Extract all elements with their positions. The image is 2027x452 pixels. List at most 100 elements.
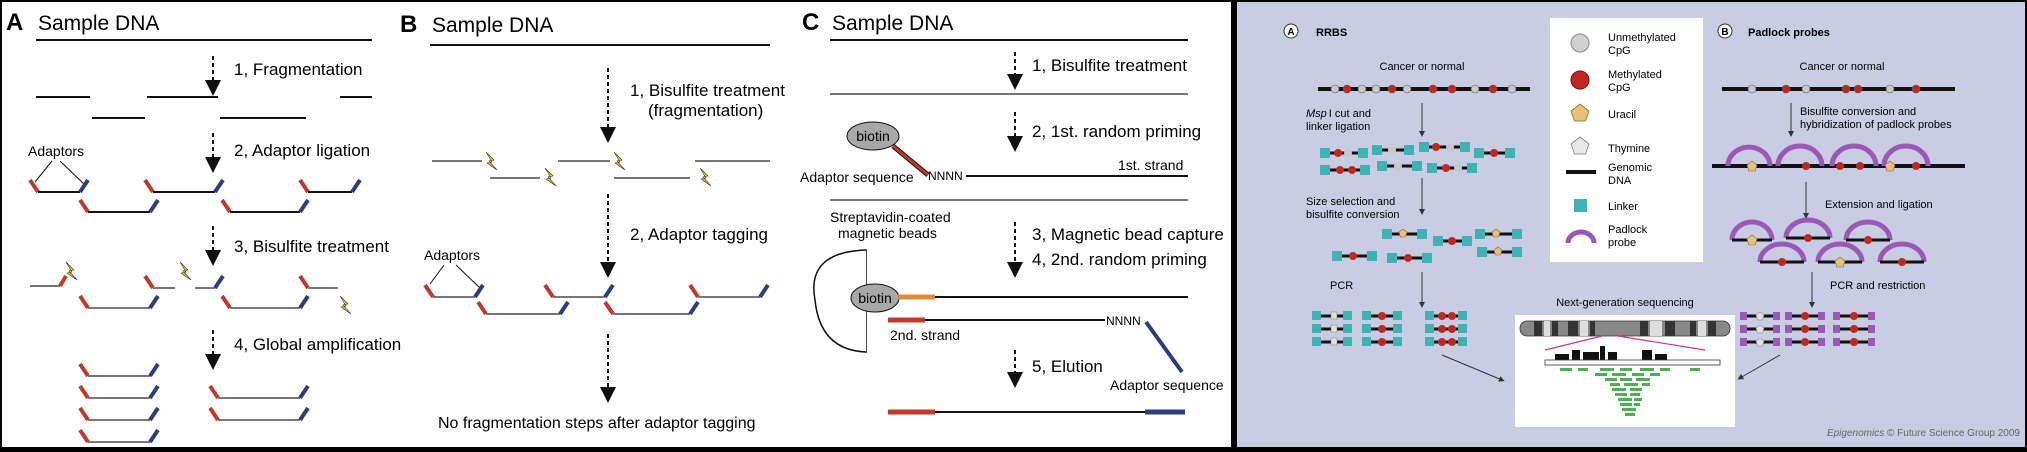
step-bisulfite-treatment: 3, Bisulfite treatment <box>234 237 389 256</box>
reference-track <box>1544 359 1721 366</box>
legend-label: DNA <box>1608 175 1632 187</box>
fragments <box>36 96 372 119</box>
second-strand-label: 2nd. strand <box>890 327 960 343</box>
cpg-row <box>1747 84 1921 94</box>
linker-fragments <box>1320 142 1515 175</box>
rrbs-pcr-label: PCR <box>1330 280 1353 292</box>
padlock-bisulfite-label: Bisulfite conversion and <box>1800 106 1916 118</box>
flow-arrow <box>1441 354 1505 382</box>
step-c-bead-capture: 3, Magnetic bead capture <box>1032 225 1224 244</box>
adaptor-sequence-label-2: Adaptor sequence <box>1110 377 1224 393</box>
beads-label: Streptavidin-coated <box>830 209 951 225</box>
biotin-label: biotin <box>856 128 889 144</box>
padlock-panel: B Padlock probes Cancer or normal Bisulf… <box>1712 23 1965 380</box>
bisulfite-conversion-label: bisulfite conversion <box>1306 209 1400 221</box>
legend-label: CpG <box>1608 45 1631 57</box>
extension-ligation-label: Extension and ligation <box>1825 199 1933 211</box>
panel-a-title: Sample DNA <box>38 12 159 35</box>
step-adaptor-ligation: 2, Adaptor ligation <box>234 141 370 160</box>
step-c-bisulfite: 1, Bisulfite treatment <box>1032 56 1187 75</box>
legend-label: Unmethylated <box>1608 32 1676 44</box>
step-adaptor-tagging: 2, Adaptor tagging <box>630 225 768 244</box>
step-fragmentation: 1, Fragmentation <box>234 60 363 79</box>
legend: Unmethylated CpG Methylated CpG Uracil T… <box>1550 18 1703 262</box>
sequence-track <box>1555 346 1667 360</box>
step-c-elution: 5, Elution <box>1032 357 1103 376</box>
padlock-cancer-label: Cancer or normal <box>1800 61 1885 73</box>
adaptor-sequence-label: Adaptor sequence <box>800 169 914 185</box>
legend-label: Methylated <box>1608 69 1662 81</box>
size-selection-label: Size selection and <box>1306 196 1395 208</box>
panel-c: C Sample DNA 1, Bisulfite treatment 2, 1… <box>800 9 1224 415</box>
linker-ligation-label: linker ligation <box>1306 121 1370 133</box>
hybridized-bases <box>1746 160 1920 172</box>
linker-icon <box>1574 199 1587 212</box>
step-bisulfite-fragmentation: 1, Bisulfite treatment <box>630 81 785 100</box>
legend-label: Genomic <box>1608 162 1653 174</box>
step-c-first-priming: 2, 1st. random priming <box>1032 122 1201 141</box>
circularized-probes <box>1729 217 1927 263</box>
pcr-restriction-label: PCR and restriction <box>1830 280 1925 292</box>
nnnn-label-2: NNNN <box>1106 314 1141 328</box>
bisulfite-bolt-icon <box>179 261 192 281</box>
padlock-probe-icon <box>1565 229 1597 244</box>
panel-b-title: Sample DNA <box>432 14 553 37</box>
circularized-bases <box>1746 234 1906 268</box>
ngs-label: Next-generation sequencing <box>1556 297 1694 309</box>
panel-c-title: Sample DNA <box>832 12 953 35</box>
restriction-products <box>1740 311 1875 347</box>
step-bisulfite-fragmentation-note: (fragmentation) <box>648 101 763 120</box>
padlock-title: Padlock probes <box>1748 27 1830 39</box>
thymine-icon <box>1570 136 1590 155</box>
unmethylated-cpg-icon <box>1570 33 1590 53</box>
beads-label-2: magnetic beads <box>838 225 937 241</box>
pcr-products <box>1312 311 1467 346</box>
bisulfite-bolt-icon <box>544 167 557 187</box>
bisulfite-fragments <box>30 261 352 315</box>
ligated-fragments <box>28 178 362 214</box>
biotin-label-2: biotin <box>858 290 891 306</box>
adaptors-label-b: Adaptors <box>424 247 480 263</box>
bisulfite-bolt-icon <box>65 261 78 281</box>
rrbs-letter: A <box>1287 27 1294 38</box>
bisulfite-bolt-icon <box>699 167 712 187</box>
bisulfite-bolt-icon <box>485 151 498 171</box>
legend-label: Thymine <box>1608 143 1650 155</box>
hybridized-probes <box>1725 143 1931 167</box>
panel-b: B Sample DNA 1, Bisulfite treatment (fra… <box>400 11 785 432</box>
first-strand-label: 1st. strand <box>1118 157 1183 173</box>
panel-a: A Sample DNA 1, Fragmentation 2, Adaptor… <box>6 9 401 444</box>
flow-arrow <box>1737 354 1781 380</box>
bisulfite-bolt-icon <box>613 151 626 171</box>
rrbs-cancer-label: Cancer or normal <box>1380 61 1465 73</box>
copyright-credit: Epigenomics © Future Science Group 2009 <box>1827 428 2020 439</box>
adaptors-label: Adaptors <box>28 143 84 159</box>
step-global-amplification: 4, Global amplification <box>234 335 401 354</box>
panel-b-footer: No fragmentation steps after adaptor tag… <box>438 415 756 432</box>
nnnn-label: NNNN <box>928 169 963 183</box>
sequencing-reads <box>1560 368 1700 416</box>
rrbs-panel: A RRBS Cancer or normal Msp I cut and lin… <box>1283 23 1530 382</box>
biotin-marker <box>846 121 900 151</box>
uracil-icon <box>1570 103 1590 122</box>
panel-a-letter: A <box>6 9 23 36</box>
panel-c-letter: C <box>802 9 819 36</box>
left-figure-background <box>2 2 1231 447</box>
ngs-box: Next-generation sequencing <box>1515 297 1735 427</box>
adaptor-sequence-segment <box>1144 320 1184 374</box>
bisulfite-fragments-b <box>432 151 770 187</box>
rrbs-title: RRBS <box>1316 27 1347 39</box>
bisulfite-bolt-icon <box>339 295 352 315</box>
cpg-row <box>1330 84 1517 94</box>
legend-label: probe <box>1608 237 1636 249</box>
step-c-second-priming: 4, 2nd. random priming <box>1032 250 1207 269</box>
methylated-cpg-icon <box>1570 70 1590 90</box>
legend-label: Linker <box>1608 201 1638 213</box>
panel-b-letter: B <box>400 11 417 38</box>
legend-label: Padlock <box>1608 224 1648 236</box>
padlock-hybridization-label: hybridization of padlock probes <box>1800 119 1952 131</box>
tagged-fragments <box>423 283 770 316</box>
padlock-letter: B <box>1721 27 1728 38</box>
